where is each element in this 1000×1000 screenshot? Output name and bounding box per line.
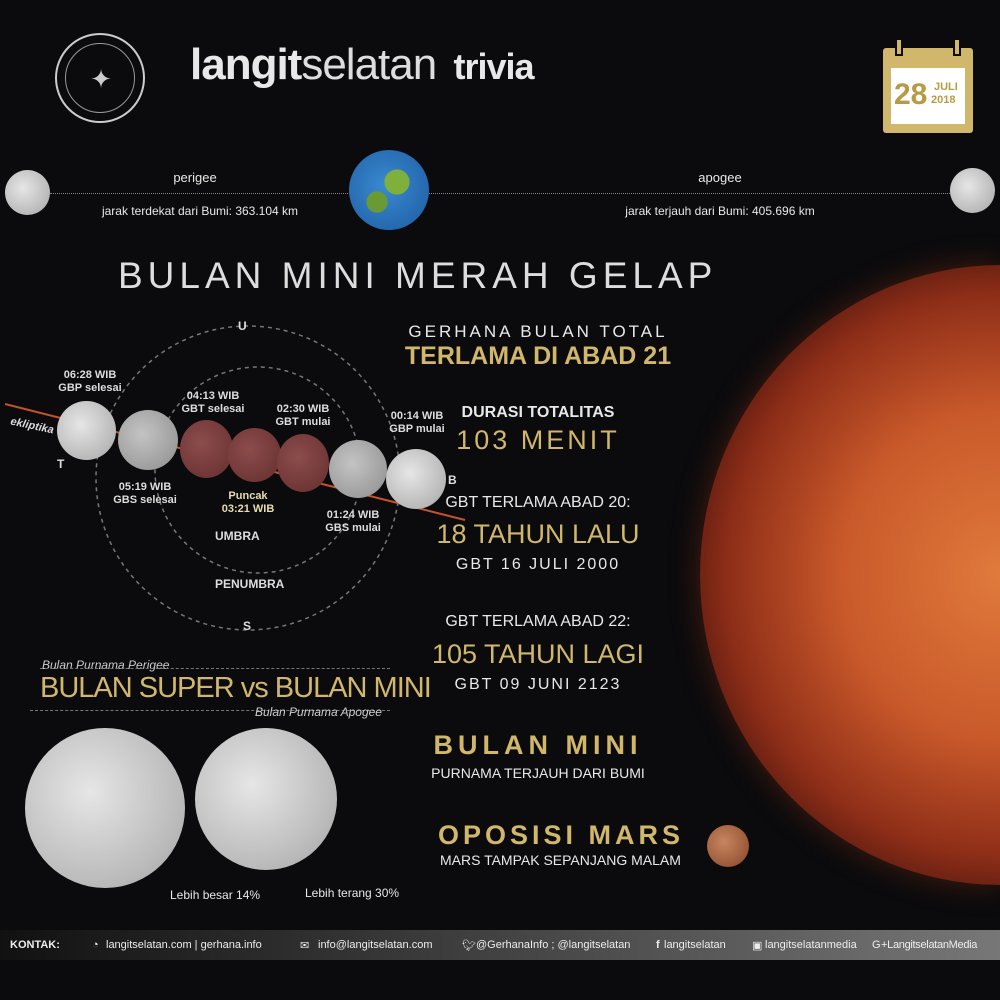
divider bbox=[30, 710, 390, 711]
brighter-note: Lebih terang 30% bbox=[305, 886, 400, 900]
fact-big: BULAN MINI bbox=[433, 730, 643, 760]
fact-small: PURNAMA TERJAUH DARI BUMI bbox=[431, 765, 645, 781]
google-plus-icon: G bbox=[872, 939, 881, 951]
title-suffix: trivia bbox=[453, 46, 534, 87]
moon-phase bbox=[118, 410, 178, 470]
moon-phase-eclipsed bbox=[228, 428, 281, 482]
facebook-icon: f bbox=[656, 939, 660, 951]
umbra-label: UMBRA bbox=[215, 529, 260, 543]
south-label: S bbox=[243, 619, 252, 633]
fact-big: 18 TAHUN LALU bbox=[436, 519, 640, 549]
red-moon-image bbox=[700, 265, 1000, 885]
west-label: B bbox=[448, 473, 457, 487]
moon-phase-eclipsed bbox=[277, 434, 329, 492]
fact-big: TERLAMA DI ABAD 21 bbox=[404, 342, 672, 370]
event-label: 02:30 WIB GBT mulai bbox=[275, 403, 331, 428]
moon-phase bbox=[386, 449, 446, 509]
fact-date: GBT 16 JULI 2000 bbox=[455, 556, 621, 573]
email-link[interactable]: info@langitselatan.com bbox=[318, 939, 433, 951]
divider bbox=[40, 668, 390, 669]
fact-big: 105 TAHUN LAGI bbox=[431, 639, 645, 669]
title-light: selatan bbox=[301, 40, 437, 89]
moon-phase-eclipsed bbox=[180, 420, 233, 478]
fact-small: DURASI TOTALITAS bbox=[461, 404, 615, 421]
fact-big: 103 MENIT bbox=[456, 425, 620, 455]
instagram-icon: ▣ bbox=[752, 940, 763, 952]
calendar-month: JULI bbox=[934, 81, 958, 93]
mars-icon bbox=[707, 825, 749, 867]
perigee-distance: jarak terdekat dari Bumi: 363.104 km bbox=[101, 204, 299, 218]
earth-icon bbox=[349, 150, 429, 230]
footer-contact-bar: KONTAK: ◔ langitselatan.com | gerhana.in… bbox=[0, 930, 1000, 960]
title-bold: langit bbox=[190, 40, 302, 89]
instagram-link[interactable]: langitselatanmedia bbox=[765, 939, 857, 951]
rss-icon: ◔ bbox=[92, 939, 99, 951]
contact-label: KONTAK: bbox=[10, 939, 60, 951]
distance-line bbox=[50, 193, 950, 194]
perigee-moon bbox=[5, 170, 50, 215]
apogee-moon bbox=[950, 168, 995, 213]
penumbra-label: PENUMBRA bbox=[215, 577, 285, 591]
website-link[interactable]: langitselatan.com | gerhana.info bbox=[106, 939, 262, 951]
fact-small: GBT TERLAMA ABAD 22: bbox=[445, 613, 631, 630]
event-label: 00:14 WIB GBP mulai bbox=[389, 410, 445, 435]
super-moon bbox=[25, 728, 185, 888]
calendar-year: 2018 bbox=[931, 94, 956, 106]
headline: BULAN MINI MERAH GELAP bbox=[118, 255, 718, 296]
event-label: 04:13 WIB GBT selesai bbox=[181, 390, 245, 415]
event-label: Puncak 03:21 WIB bbox=[221, 490, 275, 515]
perigee-label: perigee bbox=[173, 170, 217, 185]
app-title: langitselatan trivia bbox=[190, 40, 535, 90]
north-label: U bbox=[238, 319, 247, 333]
event-label: 01:24 WIB GBS mulai bbox=[325, 509, 381, 534]
fact-date: GBT 09 JUNI 2123 bbox=[454, 676, 622, 693]
google-plus-link[interactable]: +LangitselatanMedia bbox=[881, 939, 978, 951]
moon-phase bbox=[329, 440, 387, 498]
fact-small: MARS TAMPAK SEPANJANG MALAM bbox=[440, 852, 681, 868]
fact-big: OPOSISI MARS bbox=[438, 820, 685, 850]
east-label: T bbox=[57, 457, 65, 471]
compare-title: BULAN SUPER vs BULAN MINI bbox=[40, 672, 432, 704]
calendar-icon: 28 JULI 2018 bbox=[883, 38, 973, 133]
moon-phase bbox=[57, 401, 116, 460]
event-label: 05:19 WIB GBS selesai bbox=[113, 481, 177, 506]
fact-small: GERHANA BULAN TOTAL bbox=[408, 322, 668, 341]
apogee-distance: jarak terjauh dari Bumi: 405.696 km bbox=[625, 204, 815, 218]
twitter-link[interactable]: @GerhanaInfo ; @langitselatan bbox=[476, 939, 631, 951]
apogee-label: apogee bbox=[698, 170, 742, 185]
perigee-note: Bulan Purnama Perigee bbox=[42, 658, 170, 672]
fact-small: GBT TERLAMA ABAD 20: bbox=[445, 494, 631, 511]
logo: ✦ bbox=[55, 33, 145, 123]
event-label: 06:28 WIB GBP selesai bbox=[58, 369, 122, 394]
mail-icon: ✉ bbox=[300, 940, 310, 952]
mini-moon bbox=[195, 728, 337, 870]
bigger-note: Lebih besar 14% bbox=[170, 888, 261, 902]
facebook-link[interactable]: langitselatan bbox=[664, 939, 726, 951]
calendar-day: 28 bbox=[894, 78, 928, 111]
apogee-note: Bulan Purnama Apogee bbox=[255, 705, 382, 719]
twitter-icon: 🐦︎ bbox=[462, 940, 476, 952]
